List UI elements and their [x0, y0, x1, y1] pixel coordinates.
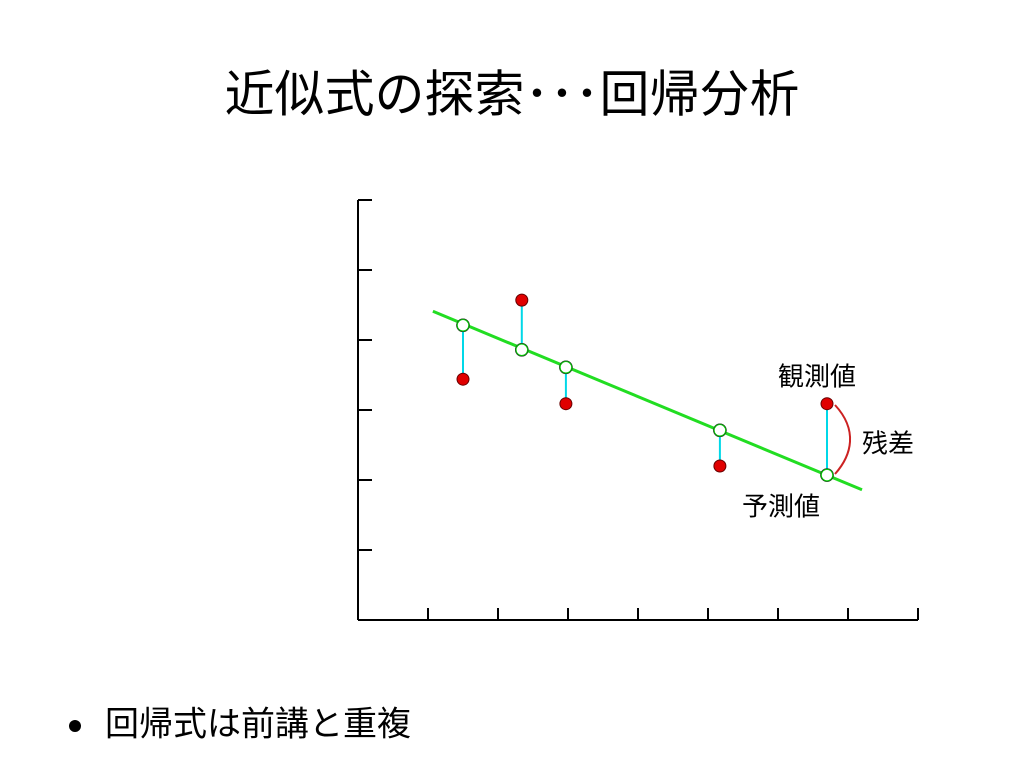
predicted-point [515, 343, 529, 357]
fit-line [432, 309, 863, 492]
predicted-point-outline [820, 468, 834, 482]
predicted-point-outline [456, 318, 470, 333]
residual-brace [834, 404, 851, 475]
observed-point [456, 372, 470, 386]
observed-point [713, 459, 727, 473]
observed-point [559, 397, 573, 411]
predicted-point-outline [514, 342, 529, 357]
observed-label: 観測値 [778, 363, 856, 393]
bullet-dot [69, 720, 81, 732]
slide-title: 近似式の探索･･･回帰分析 [225, 66, 800, 124]
observed-point [515, 293, 529, 307]
predicted-point-outline [559, 360, 573, 375]
observed-point [820, 397, 834, 411]
predicted-point-outline [713, 423, 727, 438]
predicted-point [559, 360, 573, 375]
bullet-text: 回帰式は前講と重複 [105, 705, 411, 745]
predicted-label: 予測値 [742, 493, 820, 523]
predicted-point [713, 423, 727, 438]
residual-label: 残差 [862, 430, 914, 460]
predicted-point [820, 468, 834, 482]
predicted-point [456, 318, 470, 333]
